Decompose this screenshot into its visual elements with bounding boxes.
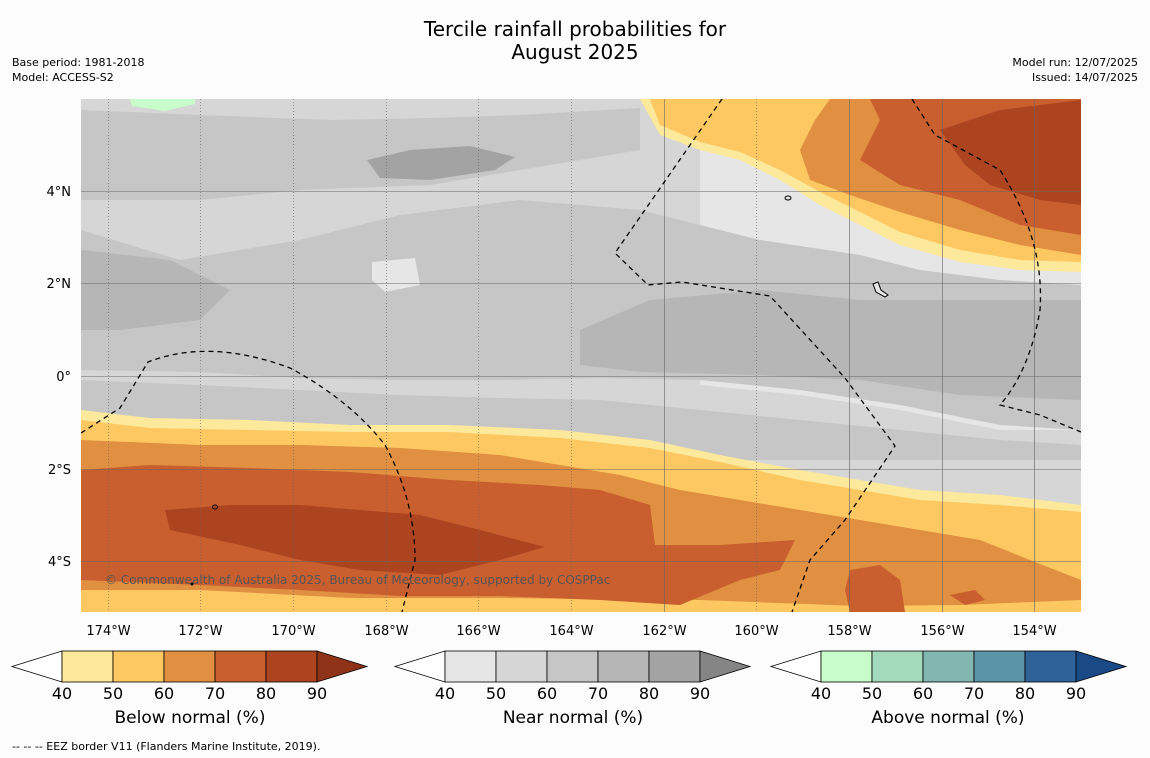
colorbar-segment	[444, 650, 497, 683]
colorbar-segment	[871, 650, 924, 683]
colorbar-extend-high	[316, 650, 369, 683]
island-kiritimati	[872, 281, 889, 298]
colorbar-tick-label: 50	[862, 684, 882, 703]
colorbar-segment	[214, 650, 267, 683]
model-text: Model: ACCESS-S2	[12, 71, 114, 84]
colorbar-segment	[265, 650, 318, 683]
lon-tick-label: 156°W	[920, 624, 964, 639]
colorbar-tick-label: 60	[913, 684, 933, 703]
colorbar-tick-label: 70	[205, 684, 225, 703]
copyright-text: © Commonwealth of Australia 2025, Bureau…	[105, 573, 610, 587]
colorbar-tick-label: 40	[811, 684, 831, 703]
colorbar-tick-label: 40	[52, 684, 72, 703]
colorbar-tick-label: 90	[1066, 684, 1086, 703]
colorbar-extend-high	[1075, 650, 1128, 683]
metadata-left: Base period: 1981-2018 Model: ACCESS-S2	[12, 55, 144, 85]
colorbar-above-normal: 40 50 60 70 80 90	[769, 650, 1128, 703]
island-small	[212, 504, 218, 510]
lon-tick-label: 164°W	[549, 624, 593, 639]
colorbar-tick-label: 90	[690, 684, 710, 703]
colorbar-segment	[61, 650, 114, 683]
colorbar-tick-label: 70	[964, 684, 984, 703]
colorbar-segment	[495, 650, 548, 683]
below-normal-70-patch-east	[845, 565, 905, 612]
colorbar-segment	[112, 650, 165, 683]
gridlines	[81, 99, 1081, 612]
lon-tick-label: 154°W	[1012, 624, 1056, 639]
colorbar-below-normal: 40 50 60 70 80 90	[10, 650, 369, 703]
map-title: Tercile rainfall probabilities for Augus…	[375, 18, 775, 64]
map-canvas: © Commonwealth of Australia 2025, Bureau…	[81, 99, 1081, 612]
colorbar-segment	[973, 650, 1026, 683]
colorbar-segment	[820, 650, 873, 683]
metadata-right: Model run: 12/07/2025 Issued: 14/07/2025	[1012, 55, 1138, 85]
near-normal-60-region-north	[81, 108, 640, 200]
lat-tick-label: 0°	[56, 370, 71, 385]
lat-tick-label: 4°S	[48, 555, 71, 570]
issued-text: Issued: 14/07/2025	[1031, 71, 1138, 84]
colorbar-segment	[922, 650, 975, 683]
colorbar-extend-low	[769, 650, 822, 683]
colorbar-label-below: Below normal (%)	[114, 708, 266, 728]
lon-tick-label: 174°W	[86, 624, 130, 639]
colorbar-segment	[1024, 650, 1077, 683]
colorbar-label-near: Near normal (%)	[502, 708, 644, 728]
near-normal-70-patch-west	[81, 250, 230, 330]
colorbar-segment	[597, 650, 650, 683]
colorbar-tick-label: 80	[1015, 684, 1035, 703]
colorbar-tick-label: 80	[256, 684, 276, 703]
lon-tick-label: 166°W	[456, 624, 500, 639]
eez-border-east	[911, 99, 1081, 433]
below-normal-80-region-north	[940, 100, 1081, 205]
lon-tick-label: 170°W	[271, 624, 315, 639]
colorbar-tick-label: 70	[588, 684, 608, 703]
above-normal-40-patch	[130, 99, 195, 111]
lat-tick-label: 4°N	[47, 185, 72, 200]
lon-tick-label: 168°W	[364, 624, 408, 639]
colorbar-tick-label: 80	[639, 684, 659, 703]
lon-tick-label: 158°W	[827, 624, 871, 639]
colorbar-segment	[648, 650, 701, 683]
lon-tick-label: 172°W	[178, 624, 222, 639]
lat-tick-label: 2°S	[48, 463, 71, 478]
lon-tick-label: 160°W	[734, 624, 778, 639]
colorbar-label-above: Above normal (%)	[871, 708, 1025, 728]
below-normal-70-patch-far-east	[950, 590, 985, 605]
colorbar-tick-label: 50	[486, 684, 506, 703]
eez-border-west	[81, 350, 416, 612]
eez-border-central	[614, 99, 896, 612]
lat-tick-label: 2°N	[47, 277, 72, 292]
colorbar-tick-label: 60	[537, 684, 557, 703]
island-tabuaeran	[784, 195, 792, 201]
latitude-labels: 4°N 2°N 0° 2°S 4°S	[47, 185, 72, 570]
colorbar-extend-low	[10, 650, 63, 683]
colorbar-segment	[163, 650, 216, 683]
colorbar-extend-low	[393, 650, 446, 683]
title-line-2: August 2025	[511, 40, 639, 64]
near-normal-70-region	[580, 290, 1081, 400]
lon-tick-label: 162°W	[642, 624, 686, 639]
colorbar-near-normal: 40 50 60 70 80 90	[393, 650, 752, 703]
below-normal-80-region-south	[165, 505, 545, 575]
colorbar-extend-high	[699, 650, 752, 683]
colorbar-tick-label: 50	[103, 684, 123, 703]
longitude-labels: 174°W 172°W 170°W 168°W 166°W 164°W 162°…	[86, 624, 1056, 639]
colorbar-tick-label: 40	[435, 684, 455, 703]
colorbar-tick-label: 90	[307, 684, 327, 703]
island-dot	[190, 582, 194, 586]
footer-note: -- -- -- EEZ border V11 (Flanders Marine…	[12, 740, 321, 753]
title-line-1: Tercile rainfall probabilities for	[423, 17, 727, 41]
base-period-text: Base period: 1981-2018	[12, 56, 145, 69]
model-run-text: Model run: 12/07/2025	[1012, 56, 1138, 69]
colorbar-tick-label: 60	[154, 684, 174, 703]
colorbar-segment	[546, 650, 599, 683]
near-normal-80-patch	[367, 146, 515, 180]
